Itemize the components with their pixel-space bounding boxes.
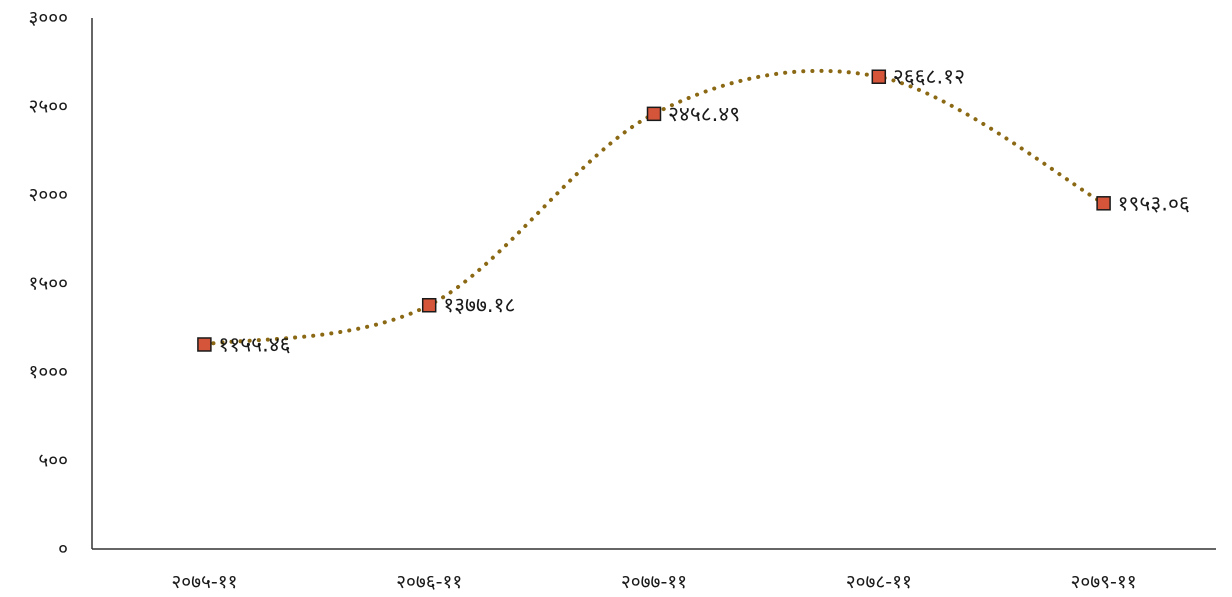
y-axis-tick-labels: ० ५०० १००० १५०० २००० २५०० ३०००: [28, 7, 68, 560]
data-value-label: २४५८.४९: [668, 102, 740, 126]
data-value-label: १९५३.०६: [1118, 191, 1190, 215]
data-point-marker: [646, 106, 662, 122]
y-tick-label: १५००: [28, 273, 68, 295]
data-point-marker: [871, 69, 887, 84]
data-value-label: २६६८.१२: [893, 65, 965, 89]
y-tick-label: ३०००: [28, 7, 68, 29]
y-tick-label: ०: [58, 538, 68, 560]
x-tick-label: २०७९-११: [1071, 571, 1137, 593]
data-point-marker: [421, 297, 437, 313]
x-tick-label: २०७५-११: [171, 571, 237, 593]
x-axis-tick-labels: २०७५-११ २०७६-११ २०७७-११ २०७८-११ २०७९-११: [171, 571, 1136, 593]
x-tick-label: २०७७-११: [621, 571, 687, 593]
y-tick-label: ५००: [38, 450, 68, 472]
x-tick-label: २०७८-११: [846, 571, 912, 593]
data-point-marker: [1096, 196, 1111, 211]
data-labels: ११५५.४६ १३७७.१८ २४५८.४९ २६६८.१२ १९५३.०६: [218, 65, 1189, 357]
y-tick-label: २०००: [28, 184, 68, 206]
y-tick-label: २५००: [28, 96, 68, 118]
data-point-marker: [197, 337, 212, 352]
data-value-label: १३७७.१८: [443, 293, 515, 317]
data-markers: [197, 69, 1111, 352]
data-value-label: ११५५.४६: [218, 332, 290, 356]
y-tick-label: १०००: [28, 361, 68, 383]
x-tick-label: २०७६-११: [396, 571, 462, 593]
